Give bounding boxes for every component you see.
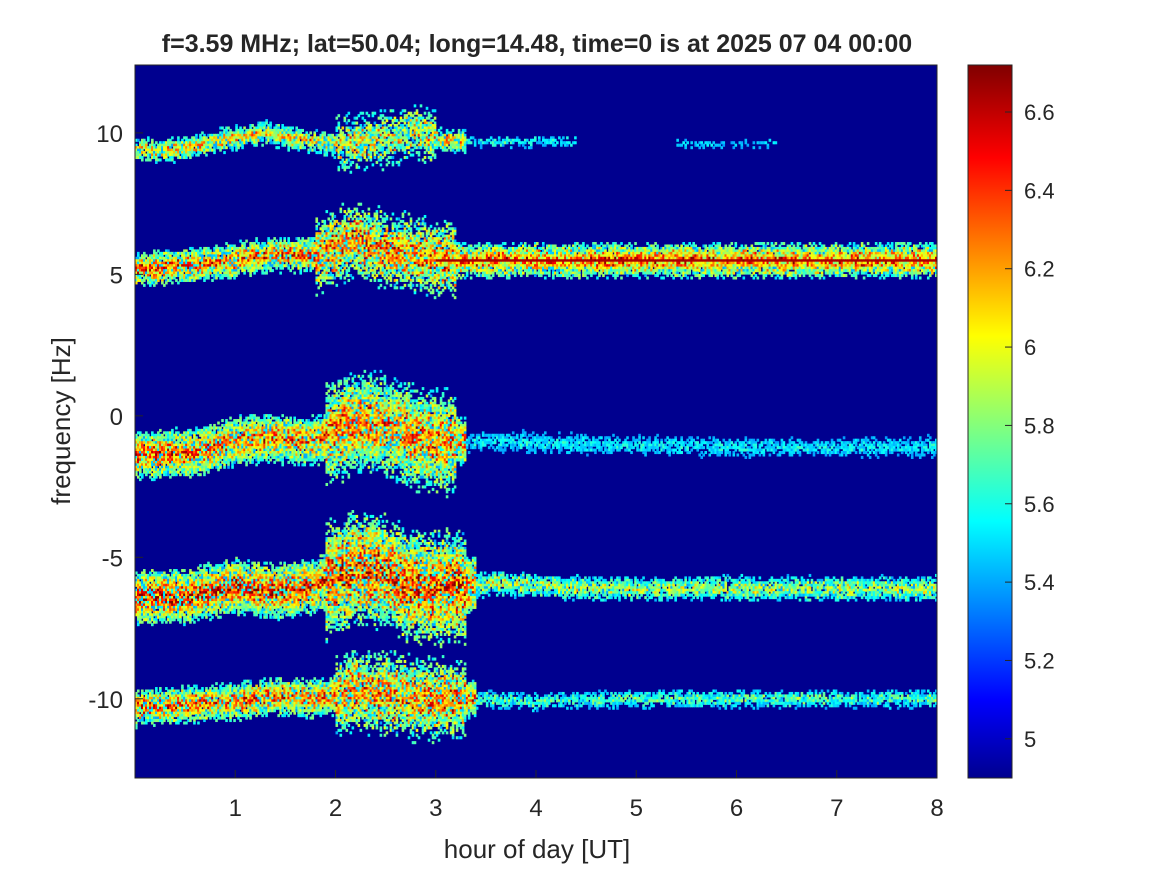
heatmap-cell: [183, 623, 186, 626]
heatmap-cell: [207, 276, 210, 279]
heatmap-cell: [207, 471, 210, 474]
heatmap-cell: [175, 426, 178, 429]
heatmap-cell: [221, 682, 224, 685]
heatmap-cell: [219, 466, 222, 469]
heatmap-cell: [221, 419, 224, 422]
heatmap-cell: [265, 562, 268, 565]
heatmap-cell: [259, 616, 262, 619]
heatmap-cell: [199, 473, 202, 476]
heatmap-cell: [215, 682, 218, 685]
heatmap-cell: [249, 274, 252, 277]
heatmap-cell: [241, 146, 244, 149]
heatmap-cell: [137, 689, 140, 692]
heatmap-cell: [141, 158, 144, 161]
heatmap-cell: [233, 719, 236, 722]
heatmap-cell: [147, 139, 150, 142]
heatmap-cell: [247, 559, 250, 562]
heatmap-cell: [261, 139, 264, 142]
heatmap-cell: [245, 240, 248, 243]
heatmap-cell: [277, 146, 280, 149]
heatmap-cell: [197, 721, 200, 724]
chart-title: f=3.59 MHz; lat=50.04; long=14.48, time=…: [162, 30, 912, 58]
heatmap-cell: [223, 151, 226, 154]
heatmap-cell: [227, 466, 230, 469]
plot-area: [135, 65, 938, 778]
heatmap-cell: [159, 476, 162, 479]
heatmap-cell: [199, 564, 202, 567]
heatmap-cell: [171, 136, 174, 139]
heatmap-cell: [155, 621, 158, 624]
heatmap-cell: [265, 272, 268, 275]
heatmap-cell: [179, 621, 182, 624]
heatmap-cell: [243, 613, 246, 616]
heatmap-cell: [225, 719, 228, 722]
heatmap-cell: [231, 149, 234, 152]
heatmap-cell: [255, 144, 258, 147]
heatmap-cell: [211, 616, 214, 619]
heatmap-cell: [233, 611, 236, 614]
heatmap-cell: [229, 719, 232, 722]
heatmap-cell: [261, 144, 264, 147]
heatmap-cell: [205, 154, 208, 157]
heatmap-cell: [223, 466, 226, 469]
heatmap-cell: [171, 281, 174, 284]
heatmap-cell: [265, 616, 268, 619]
heatmap-cell: [229, 417, 232, 420]
heatmap-cell: [243, 272, 246, 275]
heatmap-cell: [213, 151, 216, 154]
heatmap-cell: [245, 463, 248, 466]
heatmap-cell: [237, 272, 240, 275]
heatmap-cell: [159, 429, 162, 432]
heatmap-cell: [143, 284, 146, 287]
heatmap-cell: [263, 677, 266, 680]
heatmap-cell: [271, 269, 274, 272]
heatmap-cell: [159, 158, 162, 161]
heatmap-cell: [193, 621, 196, 624]
heatmap-cell: [197, 618, 200, 621]
heatmap-cell: [251, 461, 254, 464]
heatmap-cell: [217, 422, 220, 425]
heatmap-cell: [141, 476, 144, 479]
heatmap-cell: [153, 724, 156, 727]
heatmap-cell: [203, 473, 206, 476]
heatmap-cell: [193, 721, 196, 724]
heatmap-cell: [219, 616, 222, 619]
heatmap-cell: [183, 569, 186, 572]
heatmap-cell: [265, 714, 268, 717]
heatmap-cell: [173, 161, 176, 164]
heatmap-cell: [249, 717, 252, 720]
heatmap-cell: [239, 719, 242, 722]
heatmap-cell: [231, 466, 234, 469]
